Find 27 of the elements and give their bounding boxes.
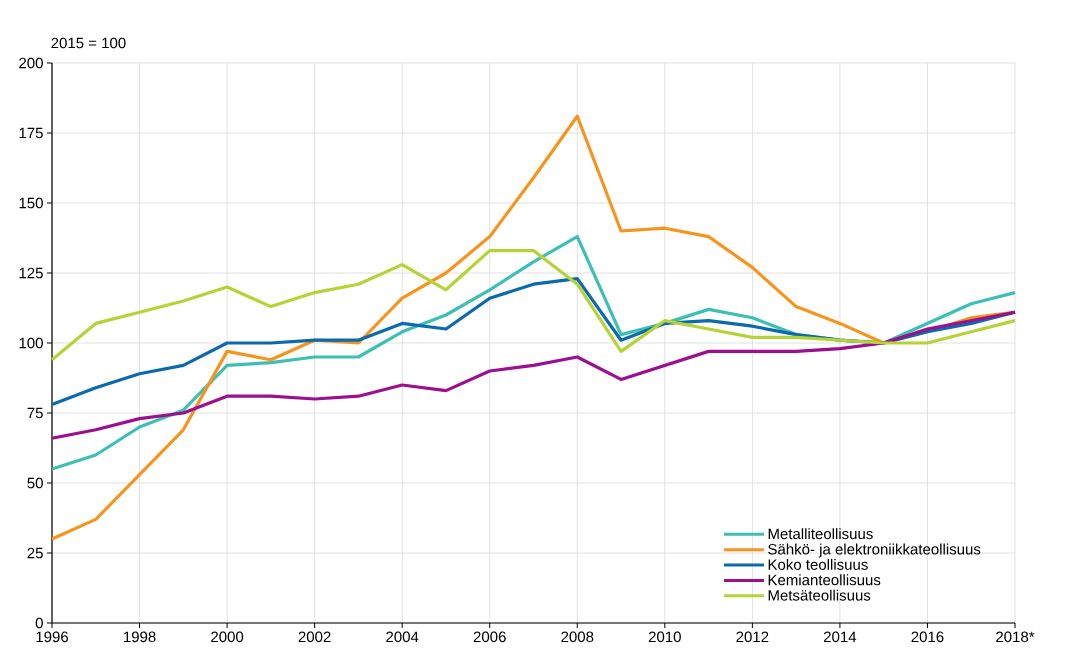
y-tick-label: 200 (19, 57, 43, 69)
y-tick-label: 25 (27, 547, 43, 559)
legend-label: Metalliteollisuus (768, 528, 873, 540)
x-tick-label: 2016 (911, 631, 944, 643)
y-tick-label: 0 (35, 617, 43, 629)
y-tick-label: 75 (27, 407, 43, 419)
x-tick-label: 2010 (648, 631, 681, 643)
y-tick-label: 125 (19, 267, 43, 279)
x-tick-label: 2012 (736, 631, 769, 643)
x-tick-label: 2002 (298, 631, 331, 643)
x-tick-label: 1996 (36, 631, 69, 643)
x-tick-label: 2014 (823, 631, 857, 643)
x-tick-label: 1998 (124, 631, 156, 643)
x-tick-label: 2000 (211, 631, 244, 643)
x-tick-label: 2006 (473, 631, 506, 643)
y-tick-label: 50 (27, 477, 43, 489)
legend-label: Sähkö- ja elektroniikkateollisuus (768, 543, 981, 558)
legend-label: Kemianteollisuus (768, 574, 881, 586)
legend-label: Koko teollisuus (768, 558, 868, 570)
y-tick-label: 150 (19, 197, 43, 209)
x-tick-label: 2008 (561, 631, 594, 643)
x-tick-label: 2004 (386, 631, 419, 643)
y-tick-label: 175 (19, 127, 43, 139)
legend-label: Metsäteollisuus (768, 589, 871, 601)
y-tick-label: 100 (19, 337, 43, 349)
y-axis-title: 2015 = 100 (51, 37, 126, 49)
x-tick-label: 2018* (996, 631, 1035, 643)
